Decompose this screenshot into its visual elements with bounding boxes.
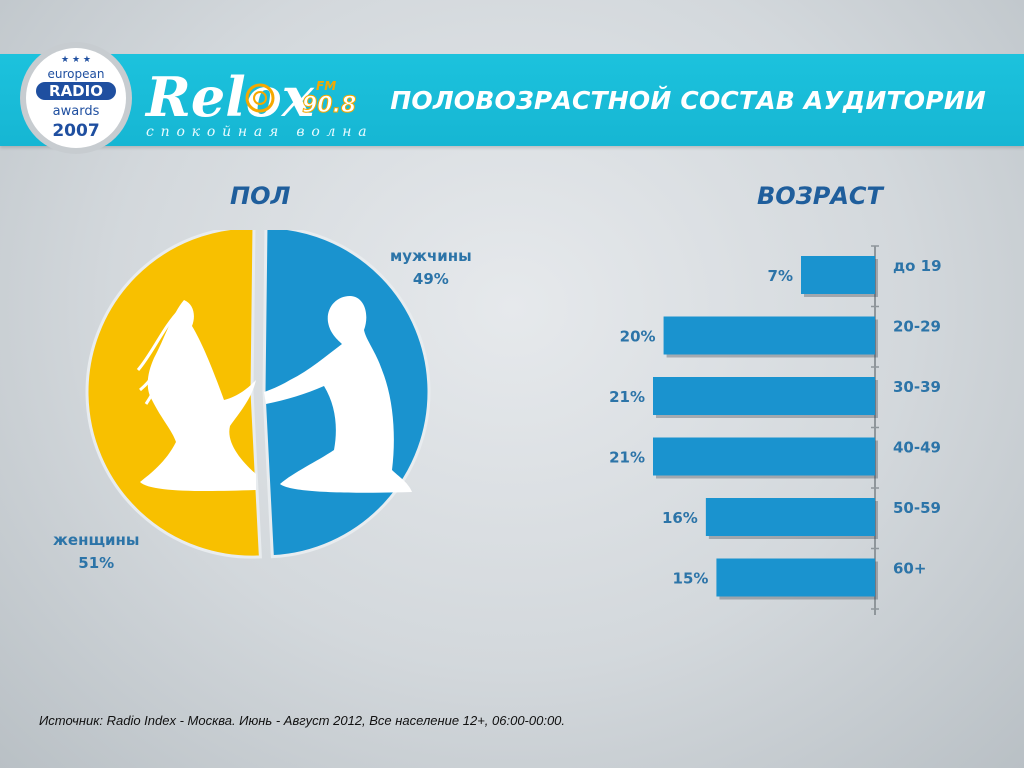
bar-value-label: 7%: [768, 267, 793, 285]
badge-line1: european: [48, 67, 105, 81]
bar-value-label: 15%: [673, 570, 709, 588]
couple-silhouette-illustration: [136, 296, 412, 493]
badge-line3: awards: [53, 104, 100, 119]
bar-value-label: 16%: [662, 509, 698, 527]
page-title: ПОЛОВОЗРАСТНОЙ СОСТАВ АУДИТОРИИ: [390, 86, 986, 115]
bar-category-label: 60+: [893, 560, 926, 578]
source-note: Источник: Radio Index - Москва. Июнь - А…: [39, 713, 566, 728]
bar-20-29: [663, 316, 875, 355]
svg-text:★ ★ ★: ★ ★ ★: [61, 55, 91, 65]
bar-50-59: [705, 498, 875, 536]
bar-value-label: 20%: [620, 328, 656, 346]
bar-category-label: 20-29: [893, 318, 941, 336]
logo-frequency: 90.8: [302, 93, 356, 118]
relox-fm-logo: Relox FM 90.8: [144, 65, 357, 129]
bar-category-label: 30-39: [893, 378, 941, 396]
logo-tagline: спокойная волна: [146, 124, 374, 140]
logo-name: Relox: [144, 65, 315, 129]
female-label: женщины 51%: [53, 529, 139, 575]
bar-60+: [716, 558, 875, 597]
age-chart-title: ВОЗРАСТ: [757, 182, 883, 210]
bar-category-label: 40-49: [893, 439, 941, 457]
female-label-text: женщины: [53, 531, 140, 549]
bar-40-49: [653, 437, 875, 476]
male-label-text: мужчины: [390, 247, 472, 265]
header-banner: ПОЛОВОЗРАСТНОЙ СОСТАВ АУДИТОРИИ: [0, 54, 1024, 146]
bar-value-label: 21%: [609, 449, 645, 467]
gender-pie-chart: [85, 230, 431, 559]
male-value: 49%: [412, 270, 449, 288]
logo-fm: FM: [316, 79, 336, 93]
gender-chart-title: ПОЛ: [230, 182, 291, 210]
spiral-icon: [245, 83, 275, 113]
bar-30-39: [653, 377, 875, 415]
badge-line2: RADIO: [49, 82, 103, 100]
bar-category-label: 50-59: [893, 499, 941, 517]
male-label: мужчины 49%: [390, 245, 472, 291]
bar-до 19: [801, 256, 875, 294]
bar-value-label: 21%: [609, 388, 645, 406]
badge-year: 2007: [52, 121, 99, 141]
bar-category-label: до 19: [893, 257, 942, 275]
female-value: 51%: [78, 554, 115, 572]
age-bar-chart: 7% до 19 20% 20-29 21% 30-39 21% 40-49 16% 50-59 1…: [609, 245, 942, 615]
european-radio-awards-badge: ★ ★ ★ european RADIO awards 2007: [20, 42, 132, 154]
